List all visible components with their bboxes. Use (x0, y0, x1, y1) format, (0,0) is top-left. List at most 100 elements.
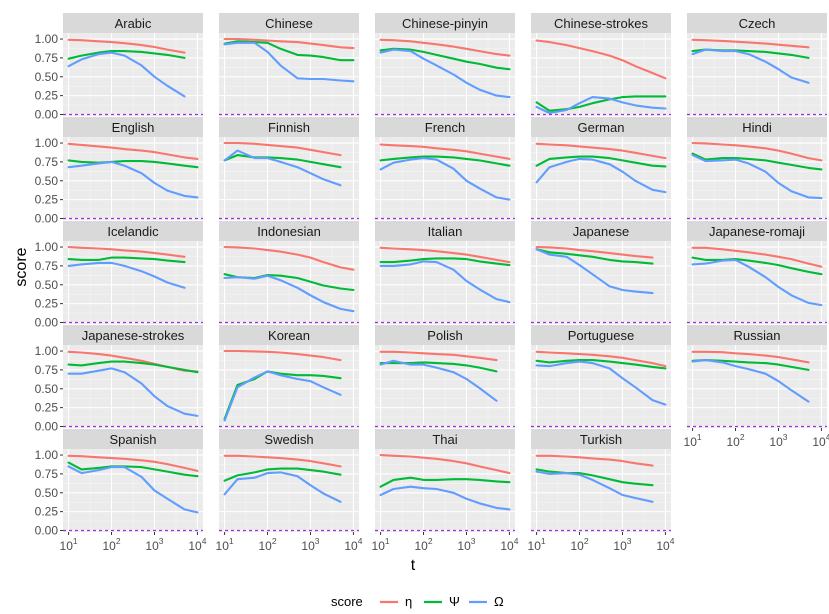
strip-label-arabic: Arabic (115, 16, 152, 31)
strip-label-russian: Russian (734, 328, 781, 343)
x-tick-exponent: 2 (740, 432, 745, 442)
x-tick-base: 10 (500, 539, 514, 553)
x-tick-base: 10 (812, 435, 826, 449)
x-tick-exponent: 2 (428, 536, 433, 546)
strip-label-polish: Polish (427, 328, 462, 343)
series-line-omega-arabic (67, 51, 186, 98)
x-tick-label: 101 (216, 536, 234, 553)
series-line-eta-thai (379, 453, 511, 475)
x-axis-title: t (411, 557, 416, 574)
x-tick-label: 103 (145, 536, 163, 553)
series-line-eta-chinese (223, 37, 355, 50)
strip-icelandic (63, 221, 203, 241)
series-line-eta-czech (691, 38, 810, 49)
series-line-psi-japanese (535, 248, 654, 265)
strip-korean (219, 325, 359, 345)
x-tick-label: 103 (613, 536, 631, 553)
series-line-eta-italian (379, 246, 511, 264)
panel-chinese-strokes: Chinese-strokes (531, 13, 671, 116)
series-line-psi-thai (379, 476, 511, 488)
x-tick-exponent: 3 (315, 536, 320, 546)
series-line-psi-japanese-strokes (67, 360, 199, 374)
strip-label-turkish: Turkish (580, 432, 622, 447)
x-tick-base: 10 (726, 435, 740, 449)
series-line-psi-chinese (223, 40, 355, 62)
x-tick-label: 102 (570, 536, 588, 553)
x-tick-base: 10 (570, 539, 584, 553)
legend-key-eta: η (380, 594, 412, 609)
strip-turkish (531, 429, 671, 449)
y-tick-label: 0.25 (35, 193, 59, 207)
strip-label-hindi: Hindi (742, 120, 772, 135)
series-line-eta-portuguese (535, 350, 667, 368)
facet-panels: Arabic 0.00 0.25 0.50 0.75 1.00 Chinese Chinese… (35, 13, 829, 553)
strip-finnish (219, 117, 359, 137)
x-tick-exponent: 2 (116, 536, 121, 546)
x-tick-label: 102 (258, 536, 276, 553)
panel-french: French (375, 117, 515, 220)
x-tick-exponent: 4 (514, 536, 519, 546)
strip-label-english: English (112, 120, 155, 135)
x-tick-label: 103 (769, 432, 787, 449)
y-tick-label: 0.50 (35, 486, 59, 500)
x-tick-base: 10 (60, 539, 74, 553)
strip-english (63, 117, 203, 137)
legend-label-omega: Ω (494, 594, 504, 609)
series-line-omega-japanese-romaji (691, 258, 823, 307)
x-tick-base: 10 (528, 539, 542, 553)
series-line-psi-german (535, 155, 667, 168)
y-tick-label: 1.00 (35, 344, 59, 358)
series-line-omega-chinese-pinyin (379, 48, 511, 99)
y-tick-label: 0.00 (35, 211, 59, 225)
strip-spanish (63, 429, 203, 449)
series-line-psi-finnish (223, 154, 342, 169)
strip-swedish (219, 429, 359, 449)
strip-label-japanese-strokes: Japanese-strokes (82, 328, 185, 343)
y-tick-label: 0.50 (35, 382, 59, 396)
strip-japanese-strokes (63, 325, 203, 345)
strip-arabic (63, 13, 203, 33)
strip-label-chinese: Chinese (265, 16, 313, 31)
strip-label-thai: Thai (432, 432, 457, 447)
panel-japanese-strokes: Japanese-strokes 0.00 0.25 0.50 0.75 1.00 (35, 325, 203, 433)
strip-polish (375, 325, 515, 345)
series-line-omega-english (67, 160, 199, 199)
legend-label-psi: Ψ (449, 594, 460, 609)
x-tick-label: 101 (528, 536, 546, 553)
series-line-omega-polish (379, 359, 498, 402)
strip-label-korean: Korean (268, 328, 310, 343)
strip-label-indonesian: Indonesian (257, 224, 321, 239)
series-line-eta-german (535, 142, 667, 160)
x-tick-exponent: 3 (471, 536, 476, 546)
y-tick-label: 0.00 (35, 107, 59, 121)
y-tick-label: 0.75 (35, 51, 59, 65)
series-line-omega-russian (691, 359, 810, 403)
strip-portuguese (531, 325, 671, 345)
legend: score η Ψ Ω (331, 594, 504, 609)
series-line-psi-french (379, 155, 511, 167)
series-line-omega-indonesian (223, 274, 355, 313)
series-line-omega-thai (379, 485, 511, 511)
x-tick-exponent: 1 (385, 536, 390, 546)
y-tick-label: 1.00 (35, 448, 59, 462)
series-line-omega-finnish (223, 149, 342, 187)
x-tick-base: 10 (372, 539, 386, 553)
x-tick-exponent: 1 (73, 536, 78, 546)
panel-polish: Polish (375, 325, 515, 428)
x-tick-base: 10 (188, 539, 202, 553)
x-tick-base: 10 (216, 539, 230, 553)
series-line-omega-portuguese (535, 360, 667, 406)
x-tick-label: 103 (301, 536, 319, 553)
series-line-eta-chinese-pinyin (379, 38, 511, 57)
x-tick-label: 102 (414, 536, 432, 553)
series-line-eta-polish (379, 350, 498, 362)
x-tick-exponent: 2 (584, 536, 589, 546)
strip-italian (375, 221, 515, 241)
series-line-psi-italian (379, 257, 511, 267)
series-line-omega-italian (379, 260, 511, 304)
x-tick-exponent: 4 (826, 432, 829, 442)
x-tick-base: 10 (258, 539, 272, 553)
x-tick-base: 10 (769, 435, 783, 449)
